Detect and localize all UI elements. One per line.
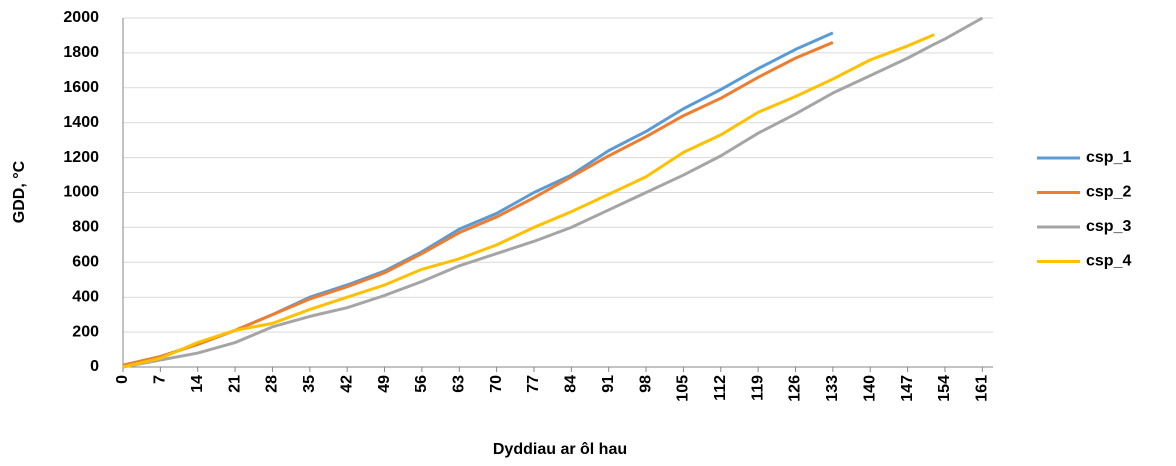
x-tick-label: 84	[563, 375, 580, 393]
x-tick-label: 7	[152, 375, 169, 384]
x-tick-label: 112	[712, 375, 729, 401]
series-line	[122, 31, 834, 367]
series-line	[122, 33, 935, 369]
y-tick-label: 1600	[63, 79, 99, 96]
x-tick-label: 98	[637, 375, 654, 393]
x-tick-label: 140	[861, 375, 878, 402]
x-tick-label: 91	[600, 375, 617, 393]
x-tick-label: 161	[974, 375, 991, 402]
y-tick-label: 2000	[63, 9, 99, 26]
x-tick-label: 126	[787, 375, 804, 402]
y-tick-label: 800	[72, 219, 99, 236]
x-tick-label: 105	[675, 375, 692, 402]
legend-label: csp_3	[1086, 218, 1131, 235]
x-tick-label: 28	[264, 375, 281, 393]
x-tick-label: 147	[899, 375, 916, 402]
x-tick-label: 63	[450, 375, 467, 393]
series-line	[122, 16, 984, 369]
legend-label: csp_2	[1086, 184, 1131, 201]
x-axis-title: Dyddiau ar ôl hau	[493, 441, 627, 458]
x-tick-label: 56	[413, 375, 430, 393]
y-axis-title: GDD, °C	[11, 160, 28, 223]
legend-label: csp_4	[1086, 253, 1131, 270]
y-tick-label: 1400	[63, 114, 99, 131]
x-tick-label: 49	[376, 375, 393, 393]
x-tick-label: 119	[749, 375, 766, 401]
y-tick-label: 600	[72, 254, 99, 271]
x-tick-label: 35	[301, 375, 318, 393]
y-tick-label: 400	[72, 288, 99, 305]
y-tick-label: 1800	[63, 44, 99, 61]
y-tick-label: 0	[90, 358, 99, 375]
y-tick-label: 1000	[63, 184, 99, 201]
y-tick-label: 200	[72, 323, 99, 340]
x-tick-label: 21	[226, 375, 243, 393]
x-tick-label: 0	[114, 375, 131, 384]
x-tick-label: 77	[525, 375, 542, 393]
legend-label: csp_1	[1086, 149, 1131, 166]
series-line	[122, 41, 834, 367]
y-tick-label: 1200	[63, 149, 99, 166]
x-tick-label: 133	[824, 375, 841, 402]
x-tick-label: 70	[488, 375, 505, 393]
x-tick-label: 42	[338, 375, 355, 393]
x-tick-label: 14	[189, 375, 206, 393]
x-tick-label: 154	[936, 375, 953, 402]
